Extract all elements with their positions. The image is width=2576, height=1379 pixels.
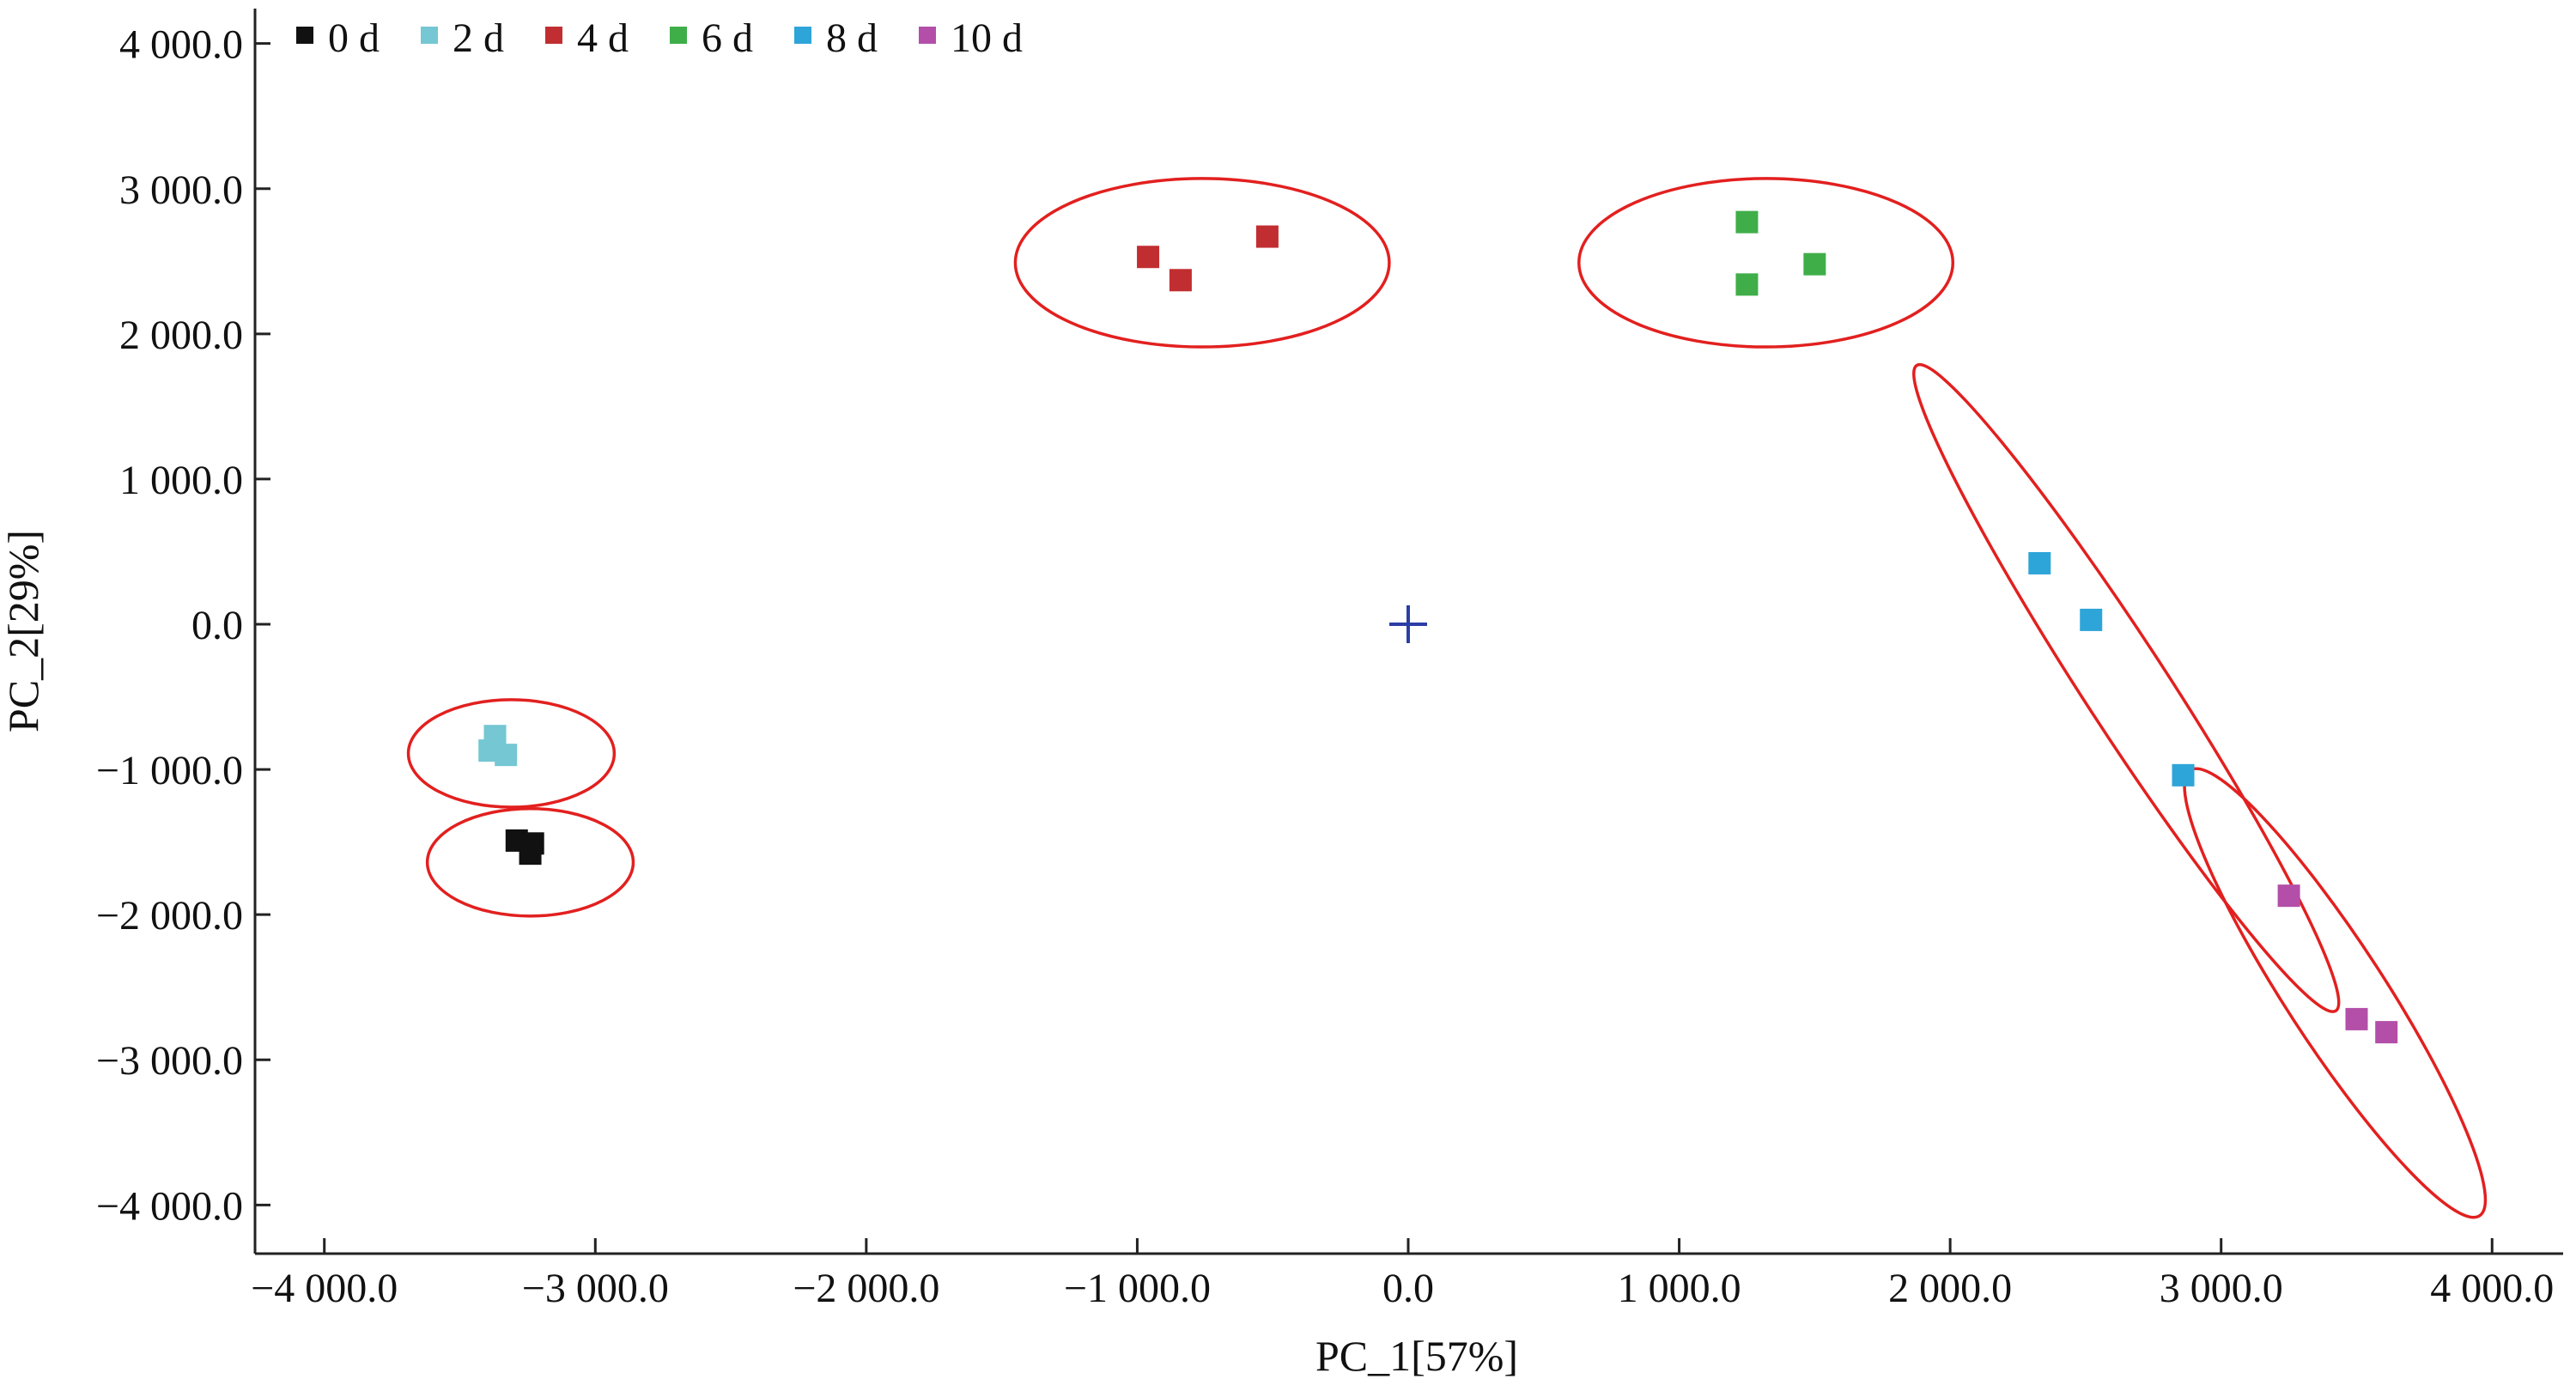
legend-swatch-4-d [545, 27, 562, 44]
y-tick-label-8: −4 000.0 [96, 1183, 243, 1229]
point-6-d-2 [1735, 273, 1759, 296]
x-tick-label-1: −3 000.0 [522, 1266, 669, 1311]
point-6-d-1 [1803, 252, 1826, 276]
point-4-d-1 [1169, 269, 1192, 292]
legend-label-4-d: 4 d [577, 15, 629, 61]
x-tick-label-6: 2 000.0 [1888, 1266, 2012, 1311]
y-tick-label-1: 3 000.0 [119, 167, 243, 213]
point-8-d-0 [2028, 551, 2051, 574]
cluster-ellipse-4-d [1013, 177, 1391, 349]
y-tick-label-5: −1 000.0 [96, 748, 243, 793]
point-0-d-2 [519, 842, 542, 866]
legend-swatch-6-d [670, 27, 687, 44]
origin-plus-icon [1389, 605, 1427, 643]
y-tick-label-4: 0.0 [191, 603, 243, 648]
cluster-ellipse-10-d [2183, 767, 2488, 1219]
point-10-d-0 [2277, 884, 2300, 908]
axes-group: −4 000.0 −3 000.0 −2 000.0 −1 000.0 0.0 1 000… [96, 9, 2563, 1311]
y-tick-label-7: −3 000.0 [96, 1038, 243, 1084]
legend-label-8-d: 8 d [826, 15, 878, 61]
y-tick-label-3: 1 000.0 [119, 458, 243, 503]
x-tick-label-3: −1 000.0 [1064, 1266, 1211, 1311]
legend-label-0-d: 0 d [328, 15, 380, 61]
legend-swatch-8-d [794, 27, 811, 44]
x-axis-title: PC_1[57%] [1315, 1332, 1518, 1379]
legend-swatch-0-d [296, 27, 313, 44]
y-tick-label-2: 2 000.0 [119, 313, 243, 358]
x-tick-label-2: −2 000.0 [793, 1266, 939, 1311]
point-6-d-0 [1735, 210, 1759, 234]
y-axis-title: PC_2[29%] [0, 530, 47, 732]
legend-label-2-d: 2 d [453, 15, 504, 61]
point-8-d-1 [2080, 608, 2103, 631]
y-tick-label-6: −2 000.0 [96, 893, 243, 939]
cluster-ellipse-0-d [425, 806, 635, 918]
y-tick-label-0: 4 000.0 [119, 22, 243, 68]
cluster-ellipse-6-d [1577, 177, 1955, 349]
cluster-ellipses [406, 177, 2488, 1219]
point-10-d-2 [2375, 1021, 2398, 1044]
x-tick-label-4: 0.0 [1382, 1266, 1434, 1311]
legend-swatch-10-d [919, 27, 936, 44]
x-tick-label-7: 3 000.0 [2160, 1266, 2283, 1311]
point-8-d-2 [2172, 763, 2195, 787]
x-tick-label-0: −4 000.0 [251, 1266, 398, 1311]
legend: 0 d 2 d 4 d 6 d 8 d 10 d [296, 15, 1023, 61]
point-4-d-2 [1255, 225, 1279, 248]
x-tick-label-8: 4 000.0 [2430, 1266, 2554, 1311]
cluster-ellipse-2-d [406, 698, 617, 809]
point-4-d-0 [1137, 246, 1160, 269]
cluster-ellipse-8-d [1912, 362, 2341, 1013]
point-2-d-2 [495, 744, 518, 767]
legend-swatch-2-d [421, 27, 438, 44]
x-tick-label-5: 1 000.0 [1618, 1266, 1741, 1311]
point-10-d-1 [2345, 1007, 2368, 1030]
scatter-points [478, 210, 2398, 1044]
legend-label-6-d: 6 d [702, 15, 753, 61]
legend-label-10-d: 10 d [951, 15, 1023, 61]
